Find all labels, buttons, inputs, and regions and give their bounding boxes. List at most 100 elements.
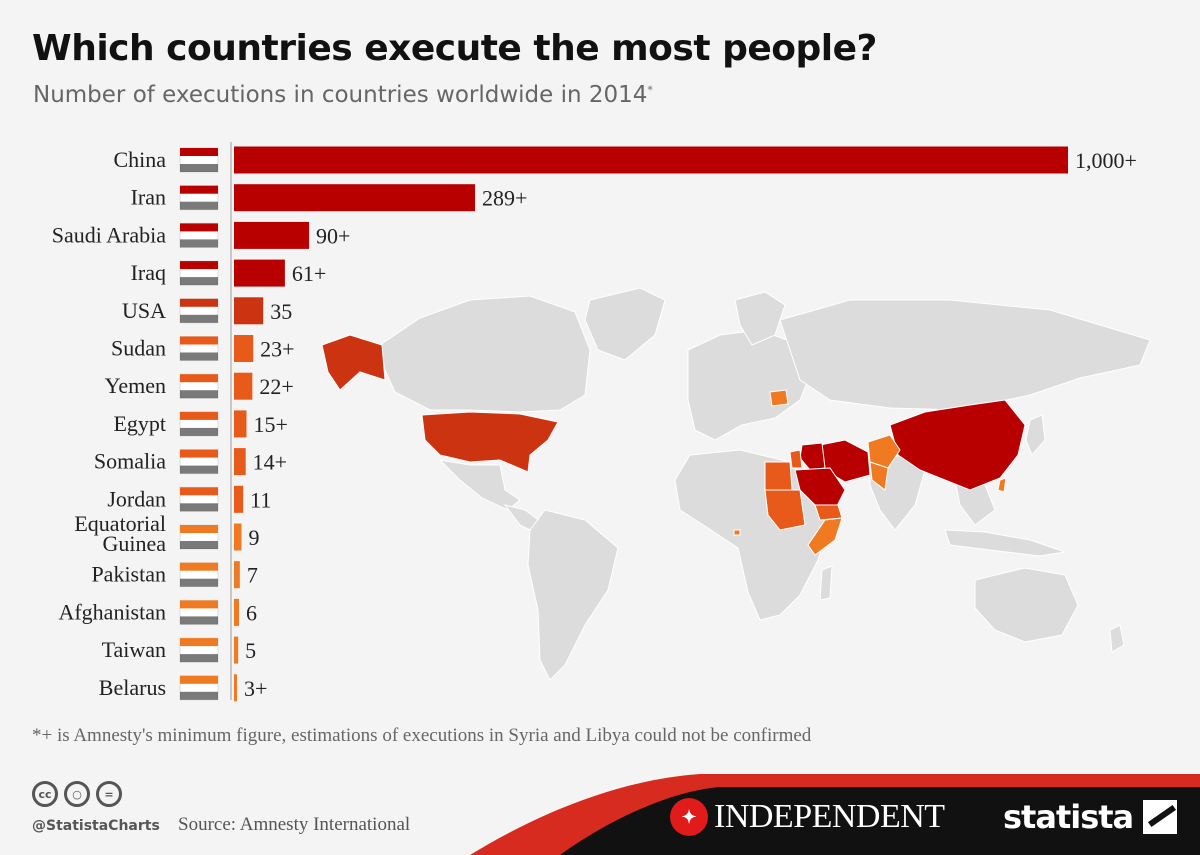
value-label: 61+ xyxy=(292,261,326,286)
flag-stripe xyxy=(180,261,218,270)
flag-icon xyxy=(179,373,219,399)
flag-stripe xyxy=(180,148,218,156)
category-label: Yemen xyxy=(105,373,166,398)
map-somalia xyxy=(807,517,843,556)
world-map xyxy=(321,287,1151,681)
flag-stripe xyxy=(180,298,218,307)
bar xyxy=(234,335,254,362)
map-russia xyxy=(779,299,1151,411)
category-label: Equatorial Guinea xyxy=(74,511,166,556)
subtitle-footnote-marker: * xyxy=(647,83,653,97)
value-label: 15+ xyxy=(254,412,288,437)
flag-icon xyxy=(179,260,219,286)
bar xyxy=(234,523,242,551)
map-egypt xyxy=(764,461,793,491)
statista-icon xyxy=(1143,800,1178,834)
category-label: Taiwan xyxy=(102,637,166,662)
statista-logo: statista xyxy=(1003,798,1178,836)
attribution-icon: ○ xyxy=(64,781,90,807)
bar xyxy=(234,674,237,702)
eagle-icon: ✦ xyxy=(670,798,708,836)
flag-stripe xyxy=(180,525,218,533)
map-taiwan xyxy=(997,477,1007,493)
flag-stripe xyxy=(180,541,218,549)
map-pakistan xyxy=(869,461,889,491)
bar xyxy=(234,146,1068,174)
flag-stripe xyxy=(180,675,218,684)
flag-icon xyxy=(179,222,219,248)
bars: China 1,000+Iran 289+Saudi Arabia 90+Iraq 61… xyxy=(52,146,1137,702)
flag-icon xyxy=(179,637,219,663)
flag-stripe xyxy=(180,449,218,458)
map-belarus xyxy=(769,389,789,407)
flag-icon xyxy=(179,336,219,361)
value-label: 289+ xyxy=(482,186,527,211)
bar xyxy=(234,259,285,287)
map-japan xyxy=(1025,414,1046,456)
flag-stripe xyxy=(180,223,218,232)
category-label: China xyxy=(113,147,166,172)
independent-wordmark: INDEPENDENT xyxy=(714,798,945,835)
map-new-zealand xyxy=(1109,624,1125,653)
category-label: Iran xyxy=(131,185,166,210)
value-label: 3+ xyxy=(244,676,267,701)
map-yemen xyxy=(814,504,843,521)
flag-icon xyxy=(179,486,219,512)
no-derivatives-icon: = xyxy=(96,781,122,807)
flag-stripe xyxy=(180,352,218,361)
statista-wordmark: statista xyxy=(1003,798,1134,836)
flag-stripe xyxy=(180,411,218,420)
flag-stripe xyxy=(180,600,218,609)
map-china xyxy=(889,399,1026,491)
flag-icon xyxy=(179,185,219,211)
bar xyxy=(234,561,240,589)
value-label: 7 xyxy=(247,563,258,588)
subtitle-text: Number of executions in countries worldw… xyxy=(33,82,648,108)
value-label: 9 xyxy=(249,525,260,550)
source-note: Source: Amnesty International xyxy=(178,814,411,835)
flag-stripe xyxy=(180,201,218,210)
value-label: 22+ xyxy=(259,374,293,399)
category-label: Egypt xyxy=(113,411,166,436)
map-greenland xyxy=(584,287,666,361)
category-label: Somalia xyxy=(94,449,166,474)
map-afghanistan xyxy=(867,434,901,469)
chart-title: Which countries execute the most people? xyxy=(32,28,877,69)
bar xyxy=(234,297,264,325)
flag-stripe xyxy=(180,185,218,194)
chart-subtitle: Number of executions in countries worldw… xyxy=(33,82,653,108)
map-sudan xyxy=(764,489,806,531)
bar xyxy=(234,372,253,400)
flag-stripe xyxy=(180,562,218,571)
flag-icon xyxy=(179,562,219,588)
value-label: 5 xyxy=(245,638,256,663)
flag-stripe xyxy=(180,390,218,399)
value-label: 1,000+ xyxy=(1075,148,1137,173)
footnote: *+ is Amnesty's minimum figure, estimati… xyxy=(32,725,812,746)
category-label: Iraq xyxy=(131,260,166,285)
map-iraq xyxy=(799,442,826,471)
map-usa xyxy=(421,411,559,473)
flag-icon xyxy=(179,449,219,475)
map-mexico xyxy=(438,459,521,511)
statista-handle: @StatistaCharts xyxy=(32,818,160,834)
bar xyxy=(234,410,247,438)
bar xyxy=(234,598,240,626)
flag-stripe xyxy=(180,578,218,587)
flag-stripe xyxy=(180,427,218,436)
bar xyxy=(234,448,246,476)
map-canada xyxy=(379,295,591,413)
flag-icon xyxy=(179,675,219,701)
flag-stripe xyxy=(180,374,218,383)
map-alaska xyxy=(321,334,386,391)
value-label: 35 xyxy=(270,299,292,324)
flag-stripe xyxy=(180,487,218,496)
flag-icon xyxy=(179,411,219,437)
flag-stripe xyxy=(180,503,218,512)
flag-icon xyxy=(179,298,219,324)
flag-stripe xyxy=(180,638,218,647)
map-madagascar xyxy=(819,565,833,601)
category-label: USA xyxy=(122,298,166,323)
flag-stripe xyxy=(180,616,218,625)
